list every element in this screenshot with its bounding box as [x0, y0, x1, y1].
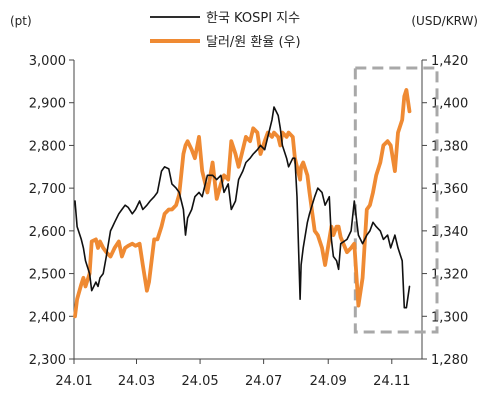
y-left-tick-label: 2,600: [29, 225, 66, 240]
y-right-tick-label: 1,320: [431, 268, 468, 283]
y-right-tick-label: 1,360: [431, 182, 468, 197]
legend: 한국 KOSPI 지수 달러/원 환율 (우): [150, 11, 301, 50]
x-tick-label: 24.11: [373, 374, 410, 389]
highlight-rect: [353, 66, 439, 334]
kospi-line: [74, 106, 411, 309]
y-left-tick-label: 2,700: [29, 182, 66, 197]
y-left-tick-label: 2,500: [29, 268, 66, 283]
axes: 2,300 2,400 2,500 2,600 2,700 2,800 2,900 3,000…: [29, 54, 468, 389]
x-tick-label: 24.03: [118, 374, 155, 389]
y-left-tick-label: 3,000: [29, 54, 66, 69]
x-tick-label: 24.09: [310, 374, 347, 389]
y-right-tick-label: 1,280: [431, 353, 468, 368]
left-axis-unit: (pt): [10, 14, 32, 28]
legend-label-fx: 달러/원 환율 (우): [206, 35, 301, 50]
x-tick-label: 24.05: [181, 374, 218, 389]
y-right-tick-label: 1,420: [431, 54, 468, 69]
x-tick-label: 24.07: [245, 374, 282, 389]
x-tick-label: 24.01: [55, 374, 92, 389]
y-right-tick-label: 1,300: [431, 310, 468, 325]
fx-line: [73, 88, 412, 319]
y-right-tick-label: 1,380: [431, 139, 468, 154]
y-left-tick-label: 2,900: [29, 97, 66, 112]
y-left-tick-label: 2,400: [29, 310, 66, 325]
y-right-tick-label: 1,340: [431, 225, 468, 240]
series-group: [73, 88, 412, 319]
right-axis-unit: (USD/KRW): [411, 14, 478, 28]
y-left-tick-label: 2,800: [29, 139, 66, 154]
y-left-tick-label: 2,300: [29, 353, 66, 368]
highlight-box: [353, 66, 439, 334]
y-right-tick-label: 1,400: [431, 97, 468, 112]
legend-label-kospi: 한국 KOSPI 지수: [206, 11, 300, 26]
